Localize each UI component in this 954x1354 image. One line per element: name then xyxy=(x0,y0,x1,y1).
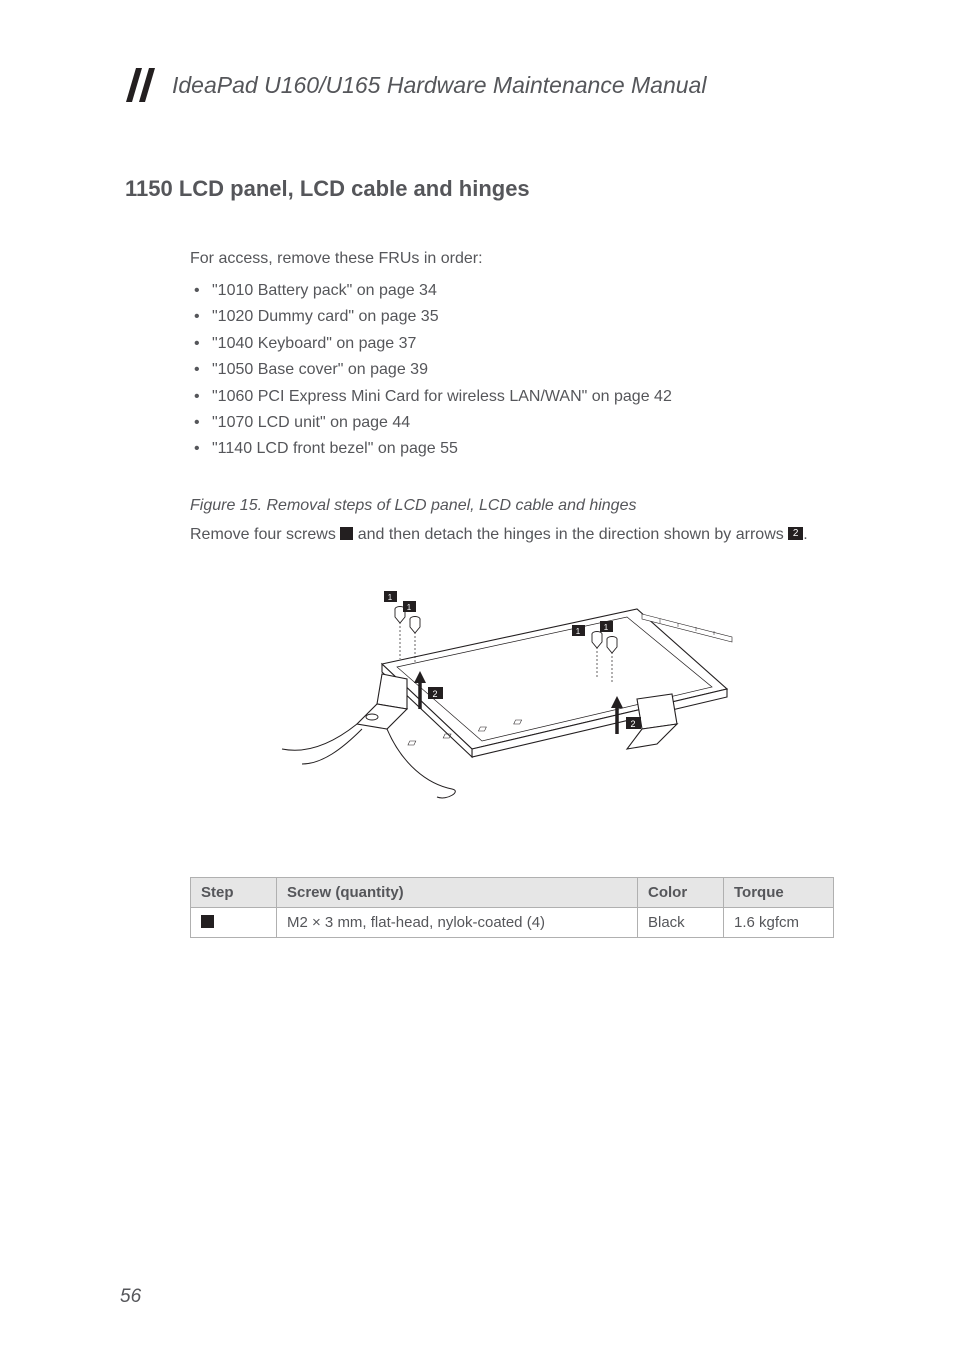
svg-text:1: 1 xyxy=(604,623,609,632)
manual-page: IdeaPad U160/U165 Hardware Maintenance M… xyxy=(0,0,954,1354)
removal-diagram: 2 2 1 xyxy=(190,569,834,829)
step-marker-1 xyxy=(340,527,353,540)
list-item: "1060 PCI Express Mini Card for wireless… xyxy=(190,384,834,410)
screw-table: Step Screw (quantity) Color Torque M2 × … xyxy=(190,877,834,938)
lcd-hinge-diagram: 2 2 1 xyxy=(272,569,752,829)
instruction-part3: . xyxy=(803,526,807,543)
svg-text:1: 1 xyxy=(388,593,393,602)
table-row: M2 × 3 mm, flat-head, nylok-coated (4) B… xyxy=(191,907,834,937)
figure-caption: Figure 15. Removal steps of LCD panel, L… xyxy=(190,497,834,515)
instruction-part1: Remove four screws xyxy=(190,526,340,543)
brand-slash-icon xyxy=(120,64,162,106)
step-marker-cell xyxy=(201,915,214,928)
td-screw: M2 × 3 mm, flat-head, nylok-coated (4) xyxy=(277,907,638,937)
list-item: "1050 Base cover" on page 39 xyxy=(190,357,834,383)
screws-left: 1 1 xyxy=(384,591,420,664)
list-item: "1140 LCD front bezel" on page 55 xyxy=(190,436,834,462)
svg-text:1: 1 xyxy=(407,603,412,612)
step-marker-2: 2 xyxy=(788,527,803,540)
list-item: "1070 LCD unit" on page 44 xyxy=(190,410,834,436)
list-item: "1040 Keyboard" on page 37 xyxy=(190,331,834,357)
td-step xyxy=(191,907,277,937)
page-number: 56 xyxy=(120,1286,141,1308)
td-torque: 1.6 kgfcm xyxy=(724,907,834,937)
svg-text:1: 1 xyxy=(576,627,581,636)
th-torque: Torque xyxy=(724,877,834,907)
list-item: "1010 Battery pack" on page 34 xyxy=(190,278,834,304)
fru-list: "1010 Battery pack" on page 34 "1020 Dum… xyxy=(190,278,834,463)
svg-text:2: 2 xyxy=(630,719,635,729)
body-content: For access, remove these FRUs in order: … xyxy=(190,250,834,938)
th-color: Color xyxy=(638,877,724,907)
instruction-part2: and then detach the hinges in the direct… xyxy=(353,526,788,543)
svg-text:2: 2 xyxy=(432,689,437,699)
section-heading: 1150 LCD panel, LCD cable and hinges xyxy=(125,176,834,202)
th-screw: Screw (quantity) xyxy=(277,877,638,907)
intro-text: For access, remove these FRUs in order: xyxy=(190,250,834,268)
list-item: "1020 Dummy card" on page 35 xyxy=(190,304,834,330)
td-color: Black xyxy=(638,907,724,937)
page-header: IdeaPad U160/U165 Hardware Maintenance M… xyxy=(120,64,834,106)
th-step: Step xyxy=(191,877,277,907)
header-title: IdeaPad U160/U165 Hardware Maintenance M… xyxy=(172,72,706,99)
instruction-text: Remove four screws and then detach the h… xyxy=(190,523,834,547)
